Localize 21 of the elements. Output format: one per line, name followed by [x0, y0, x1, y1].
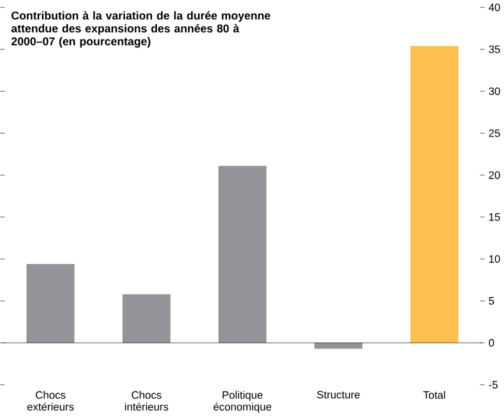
- bar: [218, 166, 266, 343]
- text: Contribution à la variation de la durée moyenne attendue des expansions des années 80 à 2000–07 (en pourcentage): [11, 11, 270, 48]
- x-tick-label: Structure: [317, 390, 360, 398]
- y-tick-label: 10: [489, 255, 500, 263]
- x-tick-label: Politique économique: [214, 390, 272, 413]
- x-tick-label: Chocs extérieurs: [27, 390, 74, 410]
- y-tick-label: 15: [489, 213, 500, 221]
- x-tick-label: Total: [423, 390, 446, 399]
- y-tick-label: 5: [488, 297, 494, 305]
- x-tick-label: Chocs intérieurs: [125, 390, 168, 410]
- y-tick-label: 25: [489, 129, 500, 137]
- bar: [314, 342, 362, 349]
- y-tick-label: 20: [489, 171, 500, 179]
- y-tick-label: 0: [488, 338, 494, 347]
- y-tick-label: 40: [488, 3, 500, 12]
- y-tick-label: -5: [488, 380, 498, 388]
- y-tick-label: 35: [488, 45, 500, 53]
- bar: [410, 46, 458, 343]
- bar: [26, 264, 74, 343]
- bar: [122, 294, 170, 343]
- y-tick-label: 30: [488, 87, 500, 95]
